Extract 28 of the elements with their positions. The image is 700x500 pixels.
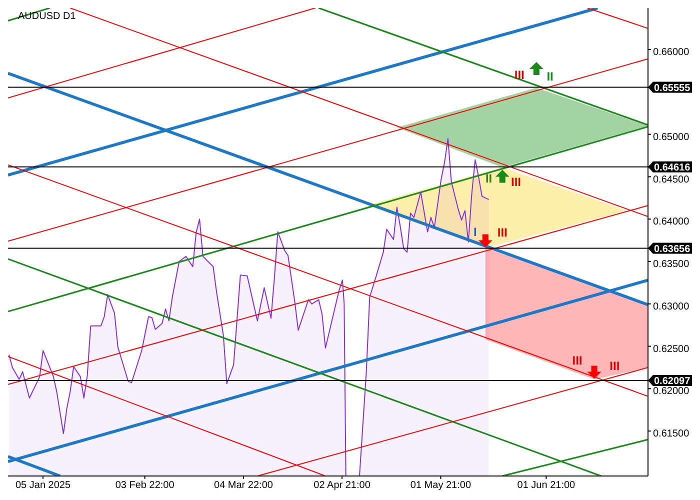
ref-line-label: 0.62097 [654, 376, 691, 387]
y-tick-label: 0.66000 [653, 47, 690, 58]
ref-line-label: 0.64616 [654, 162, 691, 174]
chart-title: AUDUSD D1 [18, 11, 76, 22]
x-tick-label: 01 May 21:00 [410, 480, 472, 492]
x-tick-label: 03 Feb 22:00 [115, 480, 175, 492]
ref-line-label: 0.63656 [654, 244, 691, 255]
x-tick-label: 02 Apr 21:00 [314, 480, 371, 492]
annotation: III [514, 68, 524, 82]
x-tick-label: 04 Mar 22:00 [214, 480, 274, 492]
x-tick-label: 01 Jun 21:00 [517, 480, 576, 492]
annotation: I [473, 224, 477, 239]
annotation: II [485, 171, 492, 186]
y-tick-label: 0.63500 [653, 259, 690, 270]
ref-line-label: 0.65555 [654, 82, 691, 94]
annotation: III [572, 354, 582, 368]
y-tick-label: 0.64000 [653, 216, 690, 228]
annotation: III [510, 174, 522, 189]
y-tick-label: 0.62000 [653, 386, 690, 398]
y-tick-label: 0.63000 [653, 301, 690, 312]
x-tick-label: 05 Jan 2025 [15, 480, 71, 492]
annotation: II [546, 70, 554, 84]
y-tick-label: 0.62500 [653, 344, 690, 355]
y-tick-label: 0.64500 [653, 174, 690, 186]
annotation: III [497, 226, 508, 240]
y-tick-label: 0.61500 [653, 428, 690, 440]
annotation: III [610, 358, 620, 373]
y-tick-label: 0.65000 [653, 132, 690, 143]
